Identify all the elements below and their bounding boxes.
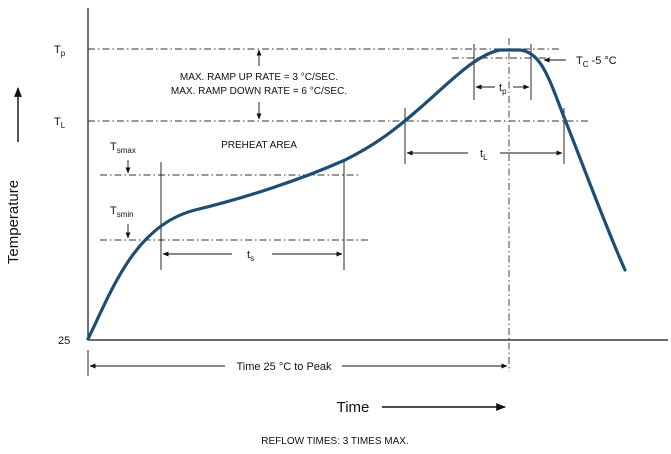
- reflow-caption: REFLOW TIMES: 3 TIMES MAX.: [261, 436, 408, 447]
- start-temperature-label: 25: [58, 335, 70, 347]
- time-to-peak-label: Time 25 °C to Peak: [236, 361, 332, 373]
- tc-label: TC -5 °C: [576, 55, 617, 69]
- tl-label: TL: [54, 116, 66, 130]
- tp-label: Tp: [54, 44, 66, 58]
- ts-interval-label: ts: [247, 249, 254, 263]
- y-axis-label: Temperature: [5, 180, 22, 264]
- tsmax-label: Tsmax: [110, 141, 136, 155]
- tp-interval-label: tp: [499, 82, 507, 96]
- tsmin-label: Tsmin: [110, 205, 134, 219]
- ramp-down-annotation: MAX. RAMP DOWN RATE = 6 °C/SEC.: [171, 86, 347, 97]
- ramp-up-annotation: MAX. RAMP UP RATE = 3 °C/SEC.: [180, 72, 338, 83]
- preheat-area-label: PREHEAT AREA: [221, 140, 297, 151]
- x-axis-label: Time: [337, 399, 370, 416]
- tl-interval-label: tL: [480, 148, 488, 162]
- reflow-profile-curve: [86, 48, 627, 341]
